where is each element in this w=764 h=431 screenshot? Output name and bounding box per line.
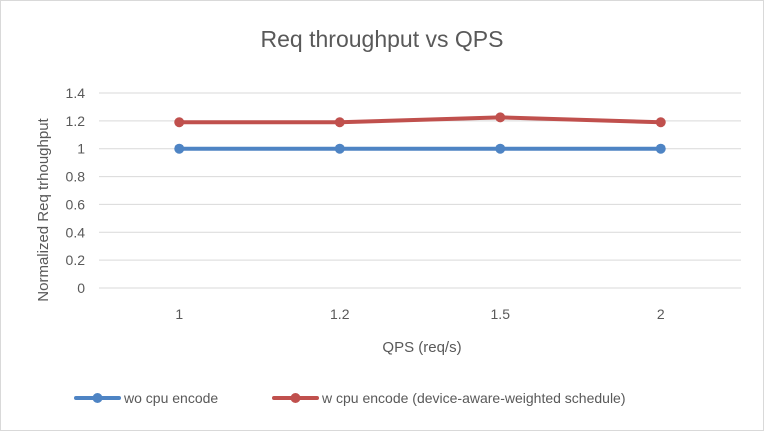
y-tick-label: 0	[77, 280, 85, 296]
y-tick-label: 0.8	[66, 169, 86, 185]
legend-label: wo cpu encode	[123, 390, 218, 406]
data-point	[174, 143, 185, 154]
x-tick-label: 2	[657, 306, 665, 322]
y-tick-label: 1.2	[66, 113, 86, 129]
legend-label: w cpu encode (device-aware-weighted sche…	[321, 390, 626, 406]
x-tick-label: 1	[175, 306, 183, 322]
y-tick-label: 1.4	[66, 85, 86, 101]
y-tick-label: 0.2	[66, 252, 86, 268]
data-point	[334, 117, 345, 128]
y-tick-label: 0.4	[66, 224, 86, 240]
data-point	[174, 117, 185, 128]
data-point	[655, 143, 666, 154]
data-point	[495, 143, 506, 154]
y-axis-title: Normalized Req trhoughput	[35, 117, 52, 301]
legend-swatch-marker	[92, 393, 103, 403]
series-line-2	[177, 115, 663, 125]
x-tick-label: 1.5	[491, 306, 511, 322]
chart-title: Req throughput vs QPS	[261, 26, 504, 52]
data-point	[334, 143, 345, 154]
x-tick-label: 1.2	[330, 306, 350, 322]
data-point	[495, 112, 506, 123]
y-tick-label: 0.6	[66, 196, 86, 212]
series-lines	[174, 112, 666, 154]
data-point	[655, 117, 666, 128]
y-tick-label: 1	[77, 141, 85, 157]
legend: wo cpu encode w cpu encode (device-aware-…	[74, 390, 626, 406]
x-axis-ticks: 1 1.2 1.5 2	[175, 306, 665, 322]
legend-swatch-marker	[290, 393, 301, 403]
y-axis-ticks: 0 0.2 0.4 0.6 0.8 1 1.2 1.4	[66, 85, 86, 296]
x-axis-title: QPS (req/s)	[382, 339, 461, 356]
